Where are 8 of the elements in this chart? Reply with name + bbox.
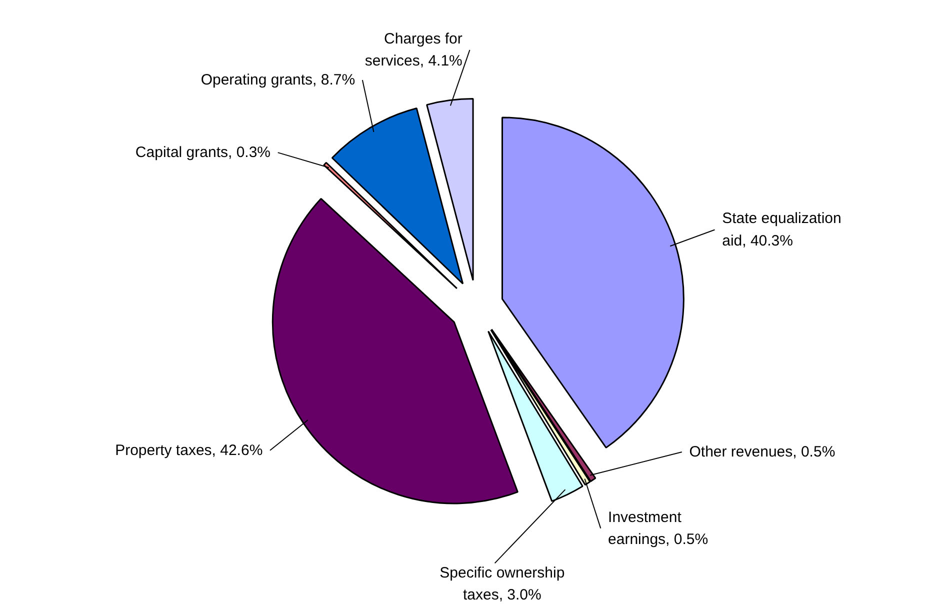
slice-label: Specific ownership taxes, 3.0% bbox=[440, 564, 565, 604]
slice-label: Charges for services, 4.1% bbox=[364, 30, 462, 70]
slice-label: Property taxes, 42.6% bbox=[115, 442, 263, 459]
slice-label: Capital grants, 0.3% bbox=[135, 144, 271, 162]
slice-label: Other revenues, 0.5% bbox=[689, 444, 836, 461]
slice-label: State equalization aid, 40.3% bbox=[722, 210, 842, 250]
slice-label: Operating grants, 8.7% bbox=[200, 71, 356, 88]
slice-label: Investment earnings, 0.5% bbox=[608, 508, 708, 548]
